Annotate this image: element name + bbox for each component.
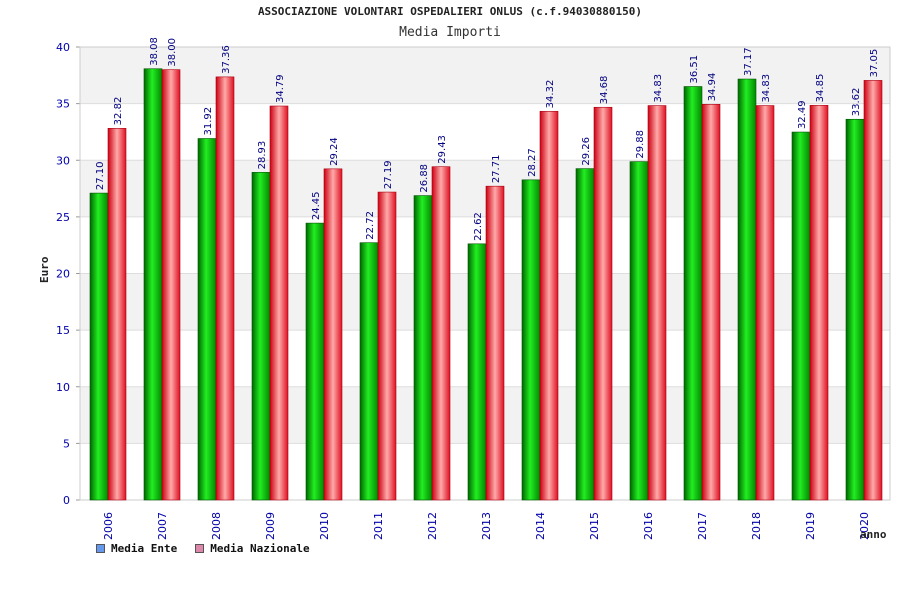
bar-media-nazionale-2009 (269, 105, 289, 501)
bar-media-ente-2013 (467, 243, 487, 501)
x-axis-label: anno (860, 528, 887, 541)
legend-item-media-nazionale: Media Nazionale (195, 542, 310, 555)
data-label: 34.32 (545, 80, 556, 109)
y-tick-label: 10 (56, 381, 70, 394)
data-label: 32.49 (797, 100, 808, 129)
bar-media-nazionale-2014 (539, 111, 559, 501)
bar-media-ente-2018 (737, 78, 757, 501)
y-tick-label: 25 (56, 211, 70, 224)
bar-media-nazionale-2019 (809, 105, 829, 501)
y-axis-label: Euro (38, 256, 51, 284)
y-tick-label: 35 (56, 98, 70, 111)
bar-media-ente-2006 (89, 192, 109, 501)
bar-media-ente-2012 (413, 195, 433, 501)
bar-media-ente-2019 (791, 131, 811, 501)
bar-media-ente-2009 (251, 172, 271, 501)
data-label: 34.68 (599, 76, 610, 105)
legend-label-media-ente: Media Ente (111, 542, 178, 555)
data-label: 29.88 (635, 130, 646, 159)
bar-media-ente-2011 (359, 242, 379, 501)
x-tick-label: 2018 (750, 512, 763, 540)
bar-media-nazionale-2017 (701, 104, 721, 501)
bar-media-nazionale-2016 (647, 105, 667, 501)
data-label: 28.27 (527, 148, 538, 177)
data-label: 22.62 (473, 212, 484, 241)
bar-media-nazionale-2015 (593, 106, 613, 501)
y-tick-label: 15 (56, 324, 70, 337)
data-label: 33.62 (851, 88, 862, 117)
bar-media-nazionale-2010 (323, 168, 343, 501)
legend-label-media-nazionale: Media Nazionale (210, 542, 310, 555)
x-tick-label: 2015 (588, 512, 601, 540)
x-tick-label: 2012 (426, 512, 439, 540)
data-label: 34.85 (815, 74, 826, 103)
bar-media-nazionale-2018 (755, 105, 775, 501)
data-label: 24.45 (311, 191, 322, 220)
bar-media-nazionale-2012 (431, 166, 451, 501)
x-tick-label: 2008 (210, 512, 223, 540)
y-tick-label: 20 (56, 268, 70, 281)
data-label: 28.93 (257, 141, 268, 170)
data-label: 31.92 (203, 107, 214, 136)
x-tick-label: 2007 (156, 512, 169, 540)
bar-media-nazionale-2013 (485, 185, 505, 501)
x-tick-label: 2020 (858, 512, 871, 540)
data-label: 37.36 (221, 45, 232, 74)
x-tick-label: 2010 (318, 512, 331, 540)
data-label: 27.71 (491, 155, 502, 184)
legend-swatch-media-nazionale (195, 544, 205, 553)
x-tick-label: 2016 (642, 512, 655, 540)
data-label: 34.83 (653, 74, 664, 103)
x-tick-label: 2006 (102, 512, 115, 540)
legend-swatch-media-ente (96, 544, 105, 553)
data-label: 34.94 (707, 73, 718, 102)
legend-item-media-ente: Media Ente (96, 542, 177, 555)
data-label: 34.79 (275, 74, 286, 103)
bar-media-nazionale-2007 (161, 69, 181, 501)
data-label: 37.05 (869, 49, 880, 78)
bar-media-ente-2020 (845, 118, 865, 501)
bar-media-nazionale-2020 (863, 80, 883, 501)
bar-media-nazionale-2006 (107, 128, 127, 501)
data-label: 27.10 (95, 161, 106, 190)
legend: Media Ente Media Nazionale (96, 542, 310, 555)
data-label: 27.19 (383, 160, 394, 189)
data-label: 32.82 (113, 97, 124, 126)
x-tick-label: 2009 (264, 512, 277, 540)
bar-media-ente-2016 (629, 161, 649, 501)
data-label: 38.08 (149, 37, 160, 66)
y-tick-label: 0 (63, 494, 70, 507)
bar-media-nazionale-2011 (377, 191, 397, 501)
data-label: 29.43 (437, 135, 448, 164)
bar-media-ente-2007 (143, 68, 163, 501)
x-tick-label: 2017 (696, 512, 709, 540)
data-label: 29.24 (329, 137, 340, 166)
bar-media-ente-2017 (683, 86, 703, 501)
data-label: 34.83 (761, 74, 772, 103)
y-tick-label: 40 (56, 41, 70, 54)
data-label: 37.17 (743, 47, 754, 76)
bar-media-nazionale-2008 (215, 76, 235, 501)
x-tick-label: 2014 (534, 512, 547, 540)
y-tick-label: 5 (63, 437, 70, 450)
y-tick-label: 30 (56, 154, 70, 167)
x-tick-label: 2013 (480, 512, 493, 540)
bar-media-ente-2014 (521, 179, 541, 501)
x-tick-label: 2019 (804, 512, 817, 540)
data-label: 36.51 (689, 55, 700, 84)
chart-subtitle: Media Importi (399, 25, 501, 40)
chart-title: ASSOCIAZIONE VOLONTARI OSPEDALIERI ONLUS… (257, 5, 643, 18)
bar-media-ente-2010 (305, 222, 325, 501)
data-label: 26.88 (419, 164, 430, 193)
bar-media-ente-2008 (197, 138, 217, 501)
data-label: 22.72 (365, 211, 376, 240)
bar-media-ente-2015 (575, 168, 595, 501)
data-label: 29.26 (581, 137, 592, 166)
x-tick-label: 2011 (372, 512, 385, 540)
data-label: 38.00 (167, 38, 178, 67)
